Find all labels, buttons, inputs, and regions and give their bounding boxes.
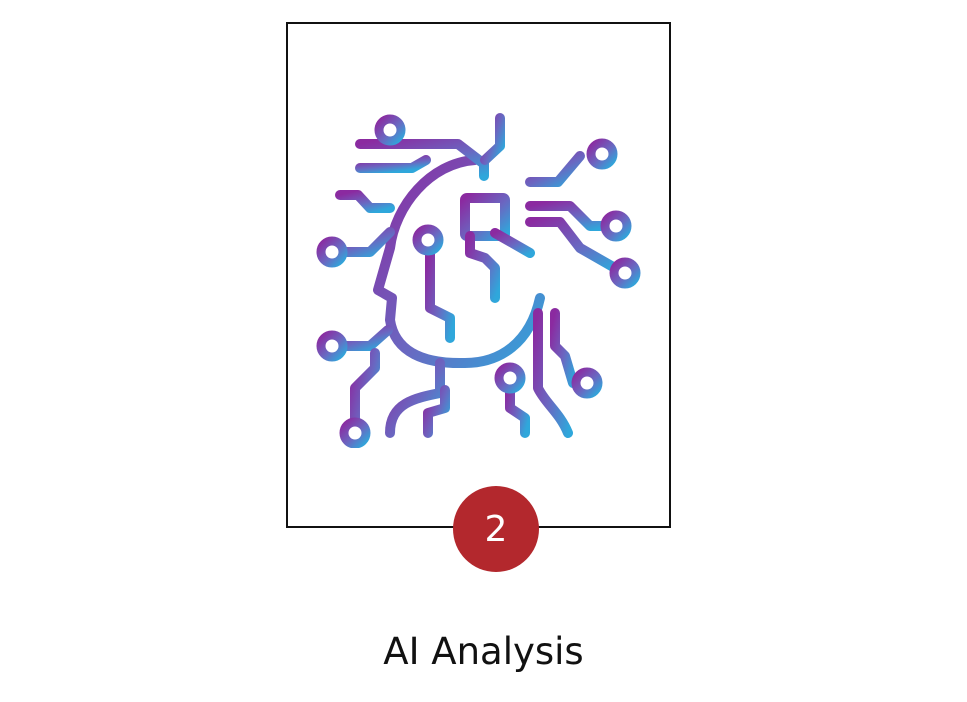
step-number-badge: 2 <box>453 486 539 572</box>
step-number: 2 <box>484 508 508 550</box>
caption-title: AI Analysis <box>383 630 584 673</box>
ai-brain-circuit-icon <box>316 113 641 448</box>
